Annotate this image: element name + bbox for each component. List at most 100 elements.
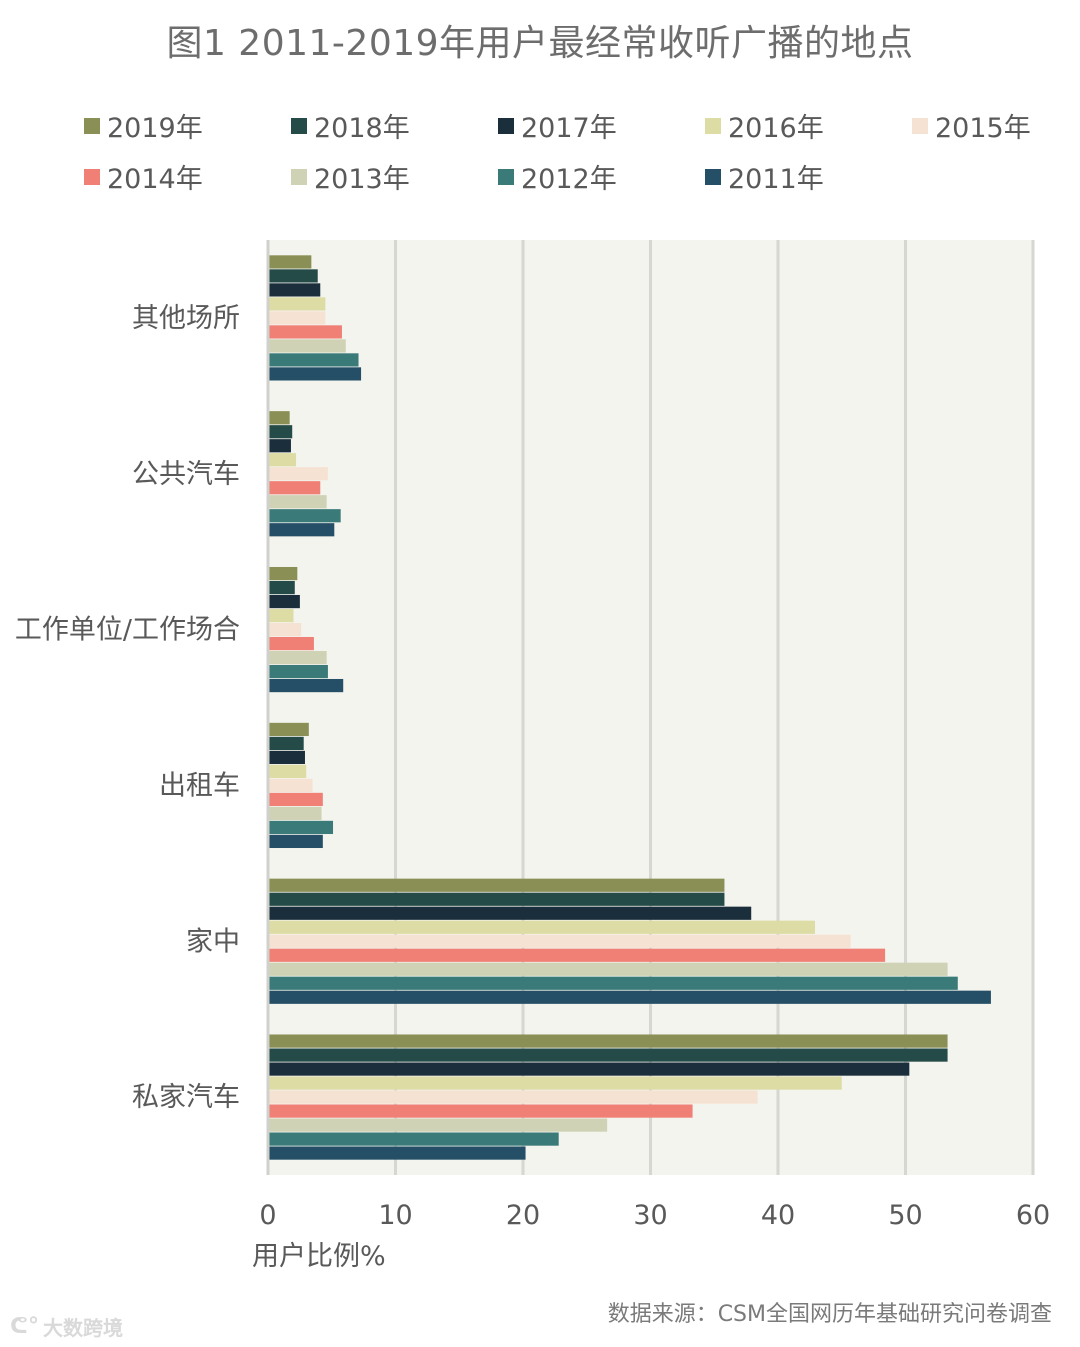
bar xyxy=(268,722,309,737)
category-label: 工作单位/工作场合 xyxy=(15,615,240,646)
bar xyxy=(268,269,318,283)
legend-label: 2011年 xyxy=(728,164,824,195)
bar xyxy=(268,834,323,849)
weibo-logo-icon: ᕦ° xyxy=(10,1314,39,1339)
x-axis-label: 用户比例% xyxy=(252,1241,386,1272)
x-tick-label: 10 xyxy=(378,1200,412,1231)
legend-label: 2013年 xyxy=(314,164,410,195)
bar xyxy=(268,820,334,835)
bar xyxy=(268,283,321,297)
bar xyxy=(268,353,359,367)
bar xyxy=(268,481,321,495)
bar xyxy=(268,636,314,651)
legend-item: 2014年 xyxy=(84,157,203,196)
legend-item: 2012年 xyxy=(498,157,617,196)
x-tick-label: 0 xyxy=(259,1200,276,1231)
x-tick-label: 60 xyxy=(1016,1200,1050,1231)
bar xyxy=(268,764,307,779)
bar xyxy=(268,495,327,509)
legend-label: 2019年 xyxy=(107,113,203,144)
legend-label: 2012年 xyxy=(521,164,617,195)
bar xyxy=(268,892,725,906)
bar xyxy=(268,1034,948,1048)
legend-label: 2018年 xyxy=(314,113,410,144)
bar xyxy=(268,523,335,537)
bar xyxy=(268,1090,758,1104)
bar xyxy=(268,594,300,609)
category-label: 私家汽车 xyxy=(132,1082,240,1113)
legend-swatch xyxy=(291,168,307,185)
bar xyxy=(268,990,991,1004)
bar xyxy=(268,1132,559,1146)
bar xyxy=(268,297,326,311)
category-label: 其他场所 xyxy=(132,303,240,334)
legend-swatch xyxy=(705,168,721,185)
bar xyxy=(268,439,291,453)
legend-item: 2016年 xyxy=(705,106,824,145)
bar xyxy=(268,425,293,439)
legend-label: 2015年 xyxy=(935,113,1031,144)
bar xyxy=(268,580,295,595)
bar xyxy=(268,792,323,807)
bar xyxy=(268,934,851,948)
legend-item: 2015年 xyxy=(912,106,1031,145)
legend-swatch xyxy=(498,117,514,134)
legend-label: 2014年 xyxy=(107,164,203,195)
bar xyxy=(268,311,326,325)
bar xyxy=(268,906,752,920)
bar xyxy=(268,1146,526,1160)
legend-swatch xyxy=(84,168,100,185)
bar xyxy=(268,339,346,353)
bar xyxy=(268,1118,608,1132)
x-tick-label: 40 xyxy=(761,1200,795,1231)
bar xyxy=(268,948,886,962)
bar xyxy=(268,509,341,523)
bar xyxy=(268,736,304,751)
bar xyxy=(268,750,305,765)
category-label: 家中 xyxy=(186,926,240,957)
legend-label: 2016年 xyxy=(728,113,824,144)
legend-item: 2017年 xyxy=(498,106,617,145)
bar xyxy=(268,806,322,821)
x-tick-label: 30 xyxy=(633,1200,667,1231)
bar xyxy=(268,1048,948,1062)
bar xyxy=(268,255,312,269)
x-tick-label: 50 xyxy=(888,1200,922,1231)
bar xyxy=(268,1076,842,1090)
legend-item: 2011年 xyxy=(705,157,824,196)
legend-swatch xyxy=(498,168,514,185)
x-tick-label: 20 xyxy=(506,1200,540,1231)
bar xyxy=(268,678,344,693)
bar xyxy=(268,411,290,425)
legend-item: 2018年 xyxy=(291,106,410,145)
bar xyxy=(268,566,298,581)
legend-item: 2013年 xyxy=(291,157,410,196)
bar xyxy=(268,976,958,990)
bar xyxy=(268,650,327,665)
bar xyxy=(268,778,313,793)
watermark-text: 大数跨境 xyxy=(42,1316,123,1340)
chart-title: 图1 2011-2019年用户最经常收听广播的地点 xyxy=(166,23,914,64)
legend-swatch xyxy=(291,117,307,134)
watermark: ᕦ° 大数跨境 xyxy=(10,1312,123,1341)
bar xyxy=(268,962,948,976)
bar xyxy=(268,608,294,623)
legend-swatch xyxy=(912,117,928,134)
bar xyxy=(268,467,328,481)
category-label: 公共汽车 xyxy=(132,459,240,490)
category-label: 出租车 xyxy=(159,770,240,801)
legend-item: 2019年 xyxy=(84,106,203,145)
bar xyxy=(268,1062,910,1076)
bar xyxy=(268,878,725,892)
bar xyxy=(268,367,362,381)
bar xyxy=(268,622,302,637)
data-source-note: 数据来源：CSM全国网历年基础研究问卷调查 xyxy=(607,1302,1052,1327)
bar xyxy=(268,453,297,467)
bar xyxy=(268,920,815,934)
bar xyxy=(268,325,342,339)
legend-swatch xyxy=(84,117,100,134)
legend-swatch xyxy=(705,117,721,134)
bar xyxy=(268,664,328,679)
bar xyxy=(268,1104,693,1118)
